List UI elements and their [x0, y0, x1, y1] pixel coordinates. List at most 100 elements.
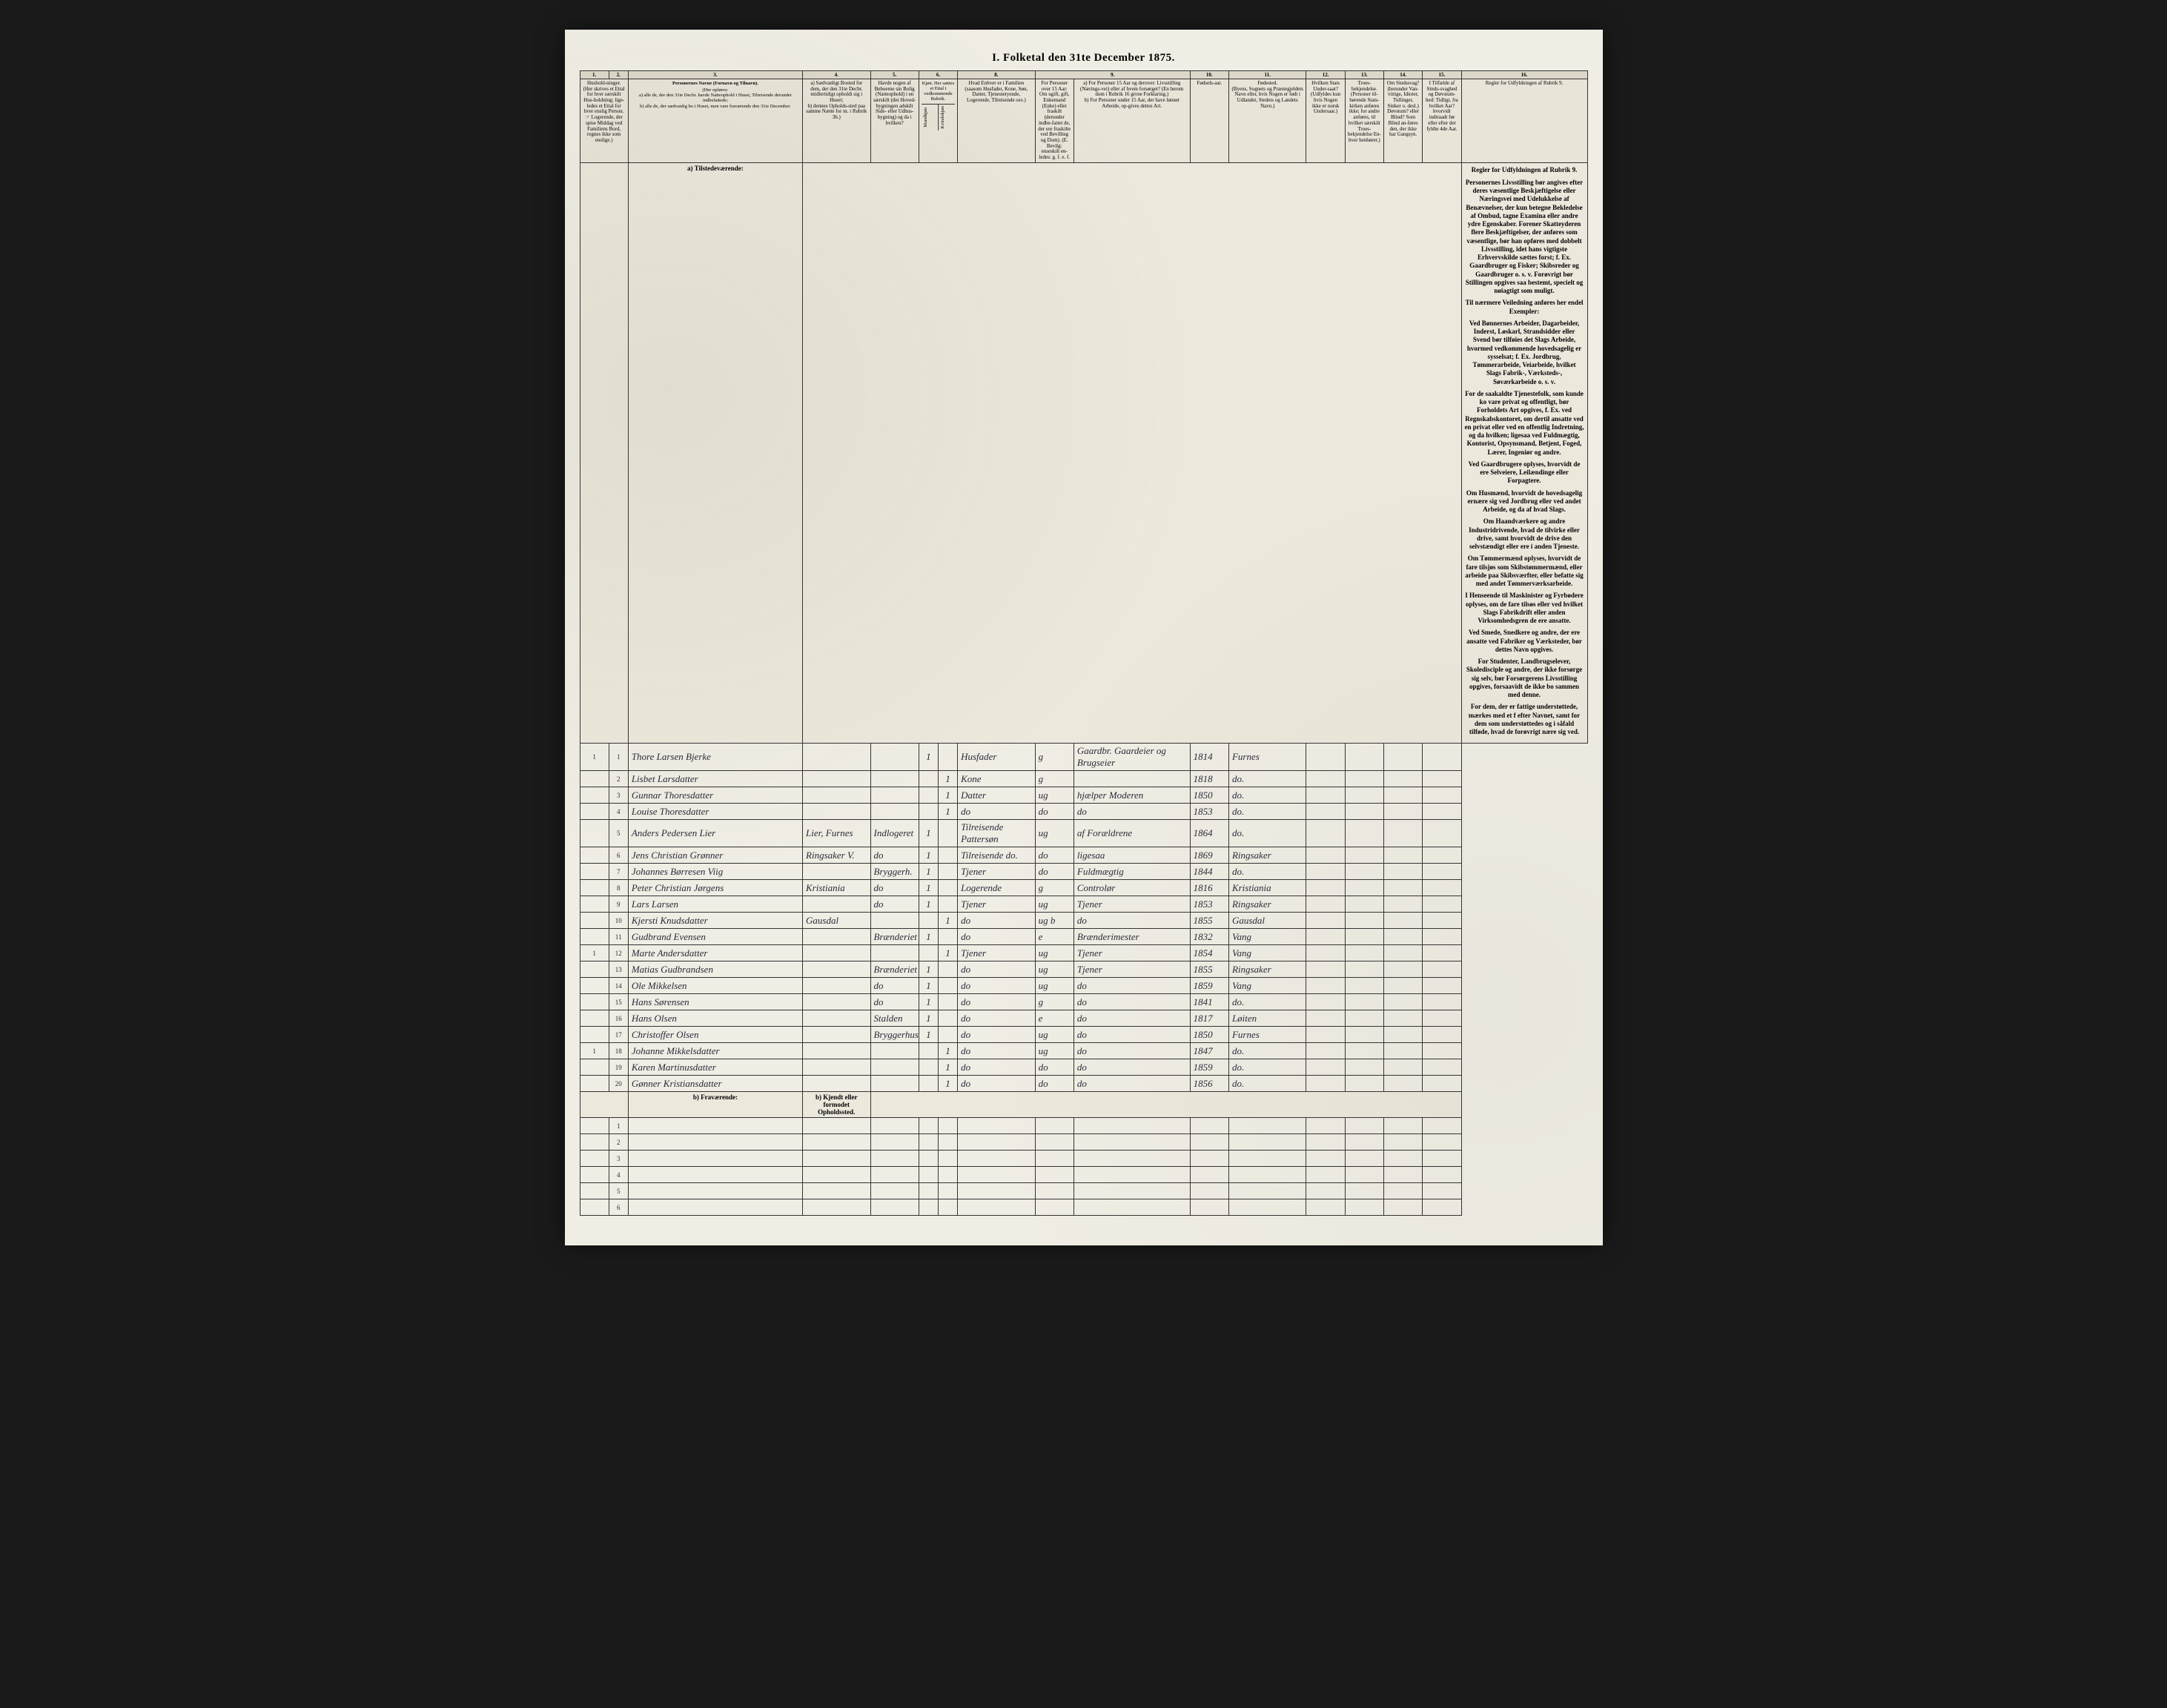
household-mark: [580, 787, 609, 804]
person-number: 1: [609, 744, 628, 771]
birthplace: Ringsaker: [1228, 847, 1306, 864]
religion: [1345, 945, 1383, 961]
marital-status: ug: [1035, 978, 1073, 994]
section-absent-col4: b) Kjendt eller formodet Opholdssted.: [803, 1092, 870, 1118]
occupation: do: [1073, 1027, 1190, 1043]
building: [870, 1134, 919, 1151]
religion: [1345, 1151, 1383, 1167]
header-rules: Regler for Udfyldningen af Rubrik 9.: [1461, 79, 1587, 163]
birth-year: 1816: [1190, 880, 1228, 896]
citizenship: [1306, 847, 1345, 864]
table-row: 8 Peter Christian Jørgens Kristiania do …: [580, 880, 1587, 896]
person-number: 13: [609, 961, 628, 978]
family-role: do: [958, 1010, 1036, 1027]
marital-status: [1035, 1199, 1073, 1216]
disability-age: [1423, 945, 1461, 961]
citizenship: [1306, 1167, 1345, 1183]
occupation: af Forældrene: [1073, 820, 1190, 847]
building: Bryggerhus: [870, 1027, 919, 1043]
female-tick: [938, 978, 957, 994]
person-name: Thore Larsen Bjerke: [628, 744, 802, 771]
person-number: 4: [609, 804, 628, 820]
occupation: do: [1073, 1076, 1190, 1092]
household-mark: [580, 978, 609, 994]
female-tick: [938, 744, 957, 771]
person-number: 7: [609, 864, 628, 880]
citizenship: [1306, 1151, 1345, 1167]
disability: [1384, 787, 1423, 804]
female-tick: [938, 1027, 957, 1043]
building: do: [870, 994, 919, 1010]
citizenship: [1306, 994, 1345, 1010]
birthplace: do.: [1228, 1076, 1306, 1092]
table-row: 3 Gunnar Thoresdatter 1 Datter ug hjælpe…: [580, 787, 1587, 804]
person-name: [628, 1199, 802, 1216]
birth-year: 1856: [1190, 1076, 1228, 1092]
male-tick: 1: [919, 896, 938, 913]
colnum: 10.: [1190, 71, 1228, 79]
male-tick: [919, 787, 938, 804]
female-tick: [938, 1183, 957, 1199]
building: [870, 1059, 919, 1076]
disability-age: [1423, 820, 1461, 847]
person-name: Kjersti Knudsdatter: [628, 913, 802, 929]
birth-year: 1859: [1190, 978, 1228, 994]
person-name: Matias Gudbrandsen: [628, 961, 802, 978]
section-absent-label: b) Fraværende:: [628, 1092, 802, 1118]
header-disability-age: I Tilfælde af Sinds-svaghed og Døvstum-h…: [1423, 79, 1461, 163]
table-row: 15 Hans Sørensen do 1 do g do 1841 do.: [580, 994, 1587, 1010]
disability: [1384, 913, 1423, 929]
household-mark: [580, 1199, 609, 1216]
disability-age: [1423, 1118, 1461, 1134]
person-name: Karen Martinusdatter: [628, 1059, 802, 1076]
occupation: do: [1073, 1059, 1190, 1076]
building: do: [870, 847, 919, 864]
occupation: [1073, 1118, 1190, 1134]
disability: [1384, 847, 1423, 864]
disability-age: [1423, 771, 1461, 787]
religion: [1345, 1199, 1383, 1216]
blank-row: 1: [580, 1118, 1587, 1134]
female-tick: [938, 880, 957, 896]
person-number: 10: [609, 913, 628, 929]
occupation: [1073, 1151, 1190, 1167]
disability-age: [1423, 847, 1461, 864]
building: do: [870, 896, 919, 913]
religion: [1345, 1043, 1383, 1059]
colnum: 8.: [958, 71, 1036, 79]
page-title: I. Folketal den 31te December 1875.: [580, 52, 1588, 64]
religion: [1345, 1134, 1383, 1151]
disability: [1384, 961, 1423, 978]
section-present: a) Tilstedeværende: Regler for Udfyldnin…: [580, 162, 1587, 744]
male-tick: 1: [919, 744, 938, 771]
occupation: Gaardbr. Gaardeier og Brugseier: [1073, 744, 1190, 771]
citizenship: [1306, 1010, 1345, 1027]
disability-age: [1423, 744, 1461, 771]
household-mark: [580, 1134, 609, 1151]
household-mark: 1: [580, 1043, 609, 1059]
residence: Gausdal: [803, 913, 870, 929]
disability: [1384, 1076, 1423, 1092]
household-mark: [580, 864, 609, 880]
person-number: 6: [609, 847, 628, 864]
disability: [1384, 1027, 1423, 1043]
citizenship: [1306, 1076, 1345, 1092]
female-tick: 1: [938, 771, 957, 787]
female-tick: 1: [938, 804, 957, 820]
household-mark: [580, 961, 609, 978]
marital-status: [1035, 1151, 1073, 1167]
birth-year: [1190, 1151, 1228, 1167]
citizenship: [1306, 1134, 1345, 1151]
birthplace: do.: [1228, 804, 1306, 820]
table-row: 11 Gudbrand Evensen Brænderiet 1 do e Br…: [580, 929, 1587, 945]
birthplace: do.: [1228, 771, 1306, 787]
person-name: Lisbet Larsdatter: [628, 771, 802, 787]
disability: [1384, 1134, 1423, 1151]
male-tick: 1: [919, 864, 938, 880]
religion: [1345, 1167, 1383, 1183]
disability: [1384, 1167, 1423, 1183]
building: [870, 1151, 919, 1167]
religion: [1345, 1118, 1383, 1134]
occupation: [1073, 1183, 1190, 1199]
female-tick: [938, 820, 957, 847]
